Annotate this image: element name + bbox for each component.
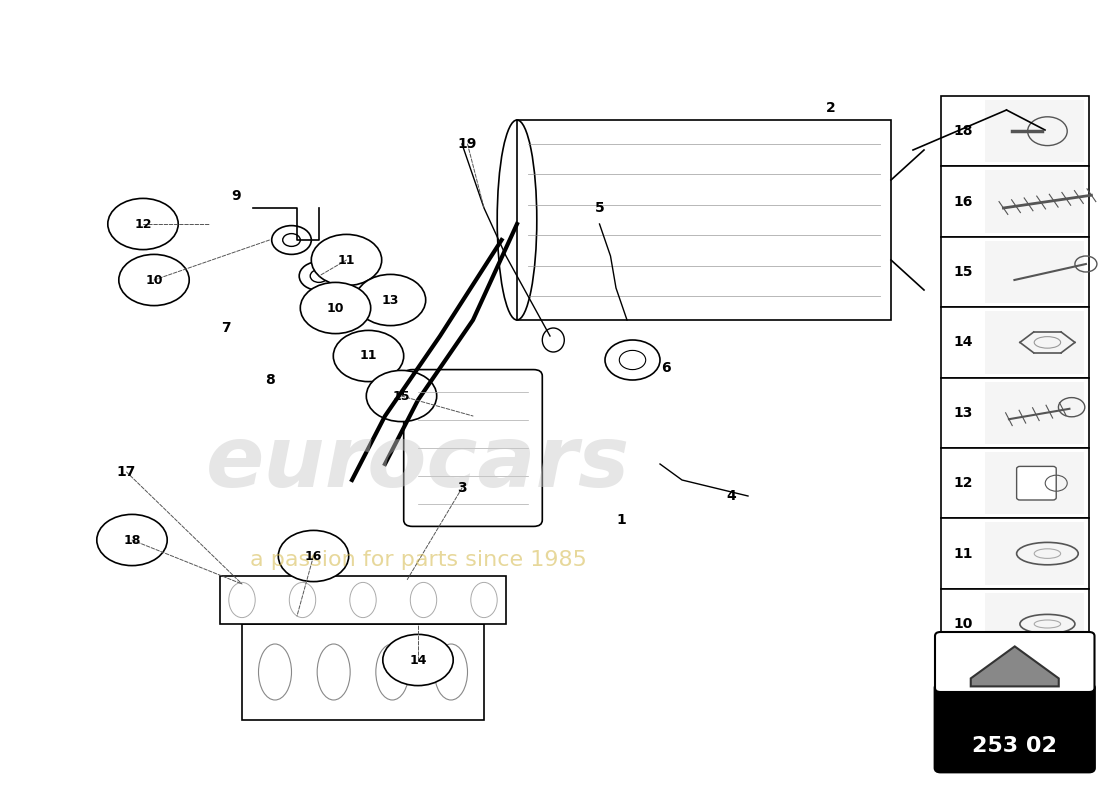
Text: 253 02: 253 02 (972, 736, 1057, 755)
Text: 11: 11 (360, 350, 377, 362)
Text: 11: 11 (338, 254, 355, 266)
Text: 17: 17 (117, 465, 136, 479)
Bar (940, 237, 1089, 307)
Bar (242, 624, 484, 720)
Bar (940, 96, 1089, 166)
Bar (984, 100, 1084, 162)
Bar (940, 378, 1089, 448)
Text: 12: 12 (954, 476, 974, 490)
Text: 12: 12 (134, 218, 152, 230)
Text: 9: 9 (232, 189, 241, 203)
Bar (984, 522, 1084, 585)
Bar (220, 576, 506, 624)
Text: 14: 14 (409, 654, 427, 666)
Text: 10: 10 (145, 274, 163, 286)
Circle shape (97, 514, 167, 566)
Circle shape (108, 198, 178, 250)
Bar (940, 307, 1089, 378)
Bar (984, 593, 1084, 655)
Ellipse shape (299, 262, 339, 290)
Ellipse shape (272, 226, 311, 254)
Text: 14: 14 (954, 335, 974, 350)
FancyBboxPatch shape (404, 370, 542, 526)
Bar (940, 518, 1089, 589)
Text: 10: 10 (327, 302, 344, 314)
Text: 5: 5 (595, 201, 604, 215)
Text: eurocars: eurocars (206, 422, 630, 506)
Circle shape (383, 634, 453, 686)
Text: 13: 13 (954, 406, 974, 420)
Text: 18: 18 (954, 124, 974, 138)
Ellipse shape (542, 328, 564, 352)
Bar (984, 382, 1084, 444)
Circle shape (278, 530, 349, 582)
Bar (984, 311, 1084, 374)
Bar (984, 241, 1084, 303)
Text: 16: 16 (954, 194, 974, 209)
Text: 16: 16 (305, 550, 322, 562)
Circle shape (333, 330, 404, 382)
FancyBboxPatch shape (1016, 466, 1056, 500)
Text: 19: 19 (458, 137, 477, 151)
Text: 15: 15 (393, 390, 410, 402)
Bar (940, 589, 1089, 659)
Text: 10: 10 (954, 617, 974, 631)
Text: 11: 11 (954, 546, 974, 561)
Circle shape (366, 370, 437, 422)
FancyBboxPatch shape (935, 684, 1094, 772)
Bar (984, 452, 1084, 514)
Text: a passion for parts since 1985: a passion for parts since 1985 (250, 550, 586, 570)
Bar (940, 448, 1089, 518)
Text: 4: 4 (727, 489, 736, 503)
Circle shape (300, 282, 371, 334)
Text: 2: 2 (826, 101, 835, 115)
Circle shape (311, 234, 382, 286)
Bar (984, 170, 1084, 233)
Text: 18: 18 (123, 534, 141, 546)
Text: 15: 15 (954, 265, 974, 279)
Polygon shape (970, 646, 1058, 686)
Circle shape (119, 254, 189, 306)
Text: 13: 13 (382, 294, 399, 306)
Bar (517, 120, 891, 320)
Bar (940, 166, 1089, 237)
Text: 8: 8 (265, 373, 274, 387)
Circle shape (355, 274, 426, 326)
FancyBboxPatch shape (935, 632, 1094, 692)
Text: 3: 3 (458, 481, 466, 495)
Text: 6: 6 (661, 361, 670, 375)
Text: 1: 1 (617, 513, 626, 527)
Text: 7: 7 (221, 321, 230, 335)
